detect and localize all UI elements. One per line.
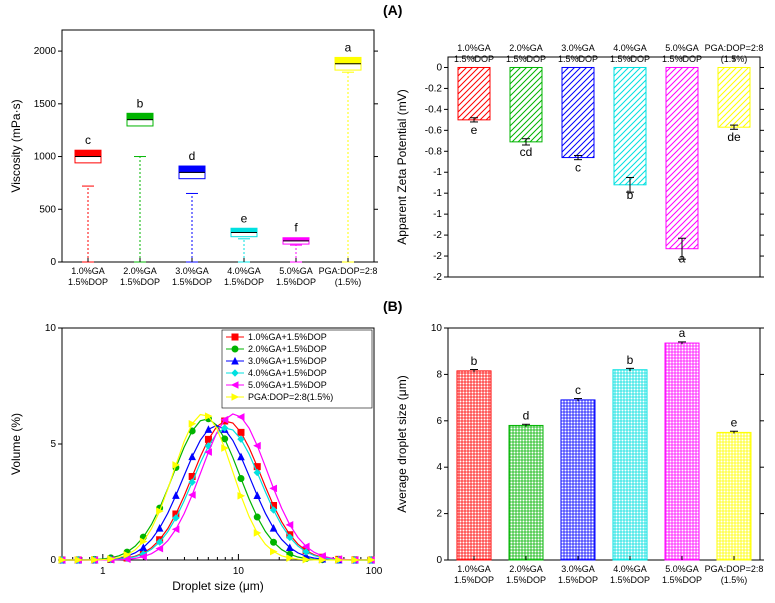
svg-text:5.0%GA: 5.0%GA	[665, 564, 699, 574]
svg-text:0: 0	[50, 257, 56, 268]
svg-text:e: e	[731, 415, 738, 429]
svg-text:-0.4: -0.4	[425, 104, 443, 115]
svg-text:1.5%DOP: 1.5%DOP	[276, 277, 316, 287]
svg-text:2.0%GA: 2.0%GA	[123, 266, 157, 276]
svg-text:3.0%GA: 3.0%GA	[561, 564, 595, 574]
svg-text:6: 6	[436, 416, 442, 427]
svg-text:8: 8	[436, 369, 442, 380]
svg-text:d: d	[189, 149, 196, 163]
svg-text:1.5%DOP: 1.5%DOP	[610, 575, 650, 585]
svg-text:0: 0	[50, 555, 56, 566]
svg-text:2.0%GA+1.5%DOP: 2.0%GA+1.5%DOP	[248, 344, 327, 354]
svg-text:100: 100	[366, 566, 383, 577]
svg-text:-2: -2	[433, 230, 442, 241]
svg-text:d: d	[523, 408, 530, 422]
svg-text:-0.8: -0.8	[425, 146, 443, 157]
svg-text:4.0%GA+1.5%DOP: 4.0%GA+1.5%DOP	[248, 368, 327, 378]
svg-text:PGA:DOP=2:8: PGA:DOP=2:8	[705, 43, 764, 53]
svg-text:b: b	[627, 353, 634, 367]
svg-text:Average droplet size (μm): Average droplet size (μm)	[395, 375, 409, 512]
svg-text:1: 1	[100, 566, 106, 577]
figure-root: (A) (B) 0500100015002000Viscosity (mPa·s…	[0, 0, 775, 603]
svg-text:1500: 1500	[34, 99, 57, 110]
svg-text:b: b	[471, 354, 478, 368]
svg-text:4: 4	[436, 462, 442, 473]
svg-text:e: e	[241, 211, 248, 225]
svg-text:1.5%DOP: 1.5%DOP	[120, 277, 160, 287]
svg-text:-0.6: -0.6	[425, 125, 443, 136]
svg-text:-2: -2	[433, 272, 442, 283]
svg-text:2.0%GA: 2.0%GA	[509, 564, 543, 574]
svg-text:10: 10	[45, 323, 57, 334]
svg-text:1.0%GA: 1.0%GA	[457, 43, 491, 53]
svg-text:3.0%GA: 3.0%GA	[175, 266, 209, 276]
svg-text:1.5%DOP: 1.5%DOP	[224, 277, 264, 287]
svg-text:500: 500	[39, 204, 56, 215]
svg-text:Viscosity (mPa·s): Viscosity (mPa·s)	[9, 99, 23, 192]
svg-text:2: 2	[436, 509, 442, 520]
svg-text:5: 5	[50, 439, 56, 450]
svg-text:Apparent Zeta Potential (mV): Apparent Zeta Potential (mV)	[395, 89, 409, 244]
svg-text:1.0%GA: 1.0%GA	[71, 266, 105, 276]
svg-text:e: e	[471, 123, 478, 137]
svg-text:1.0%GA: 1.0%GA	[457, 564, 491, 574]
svg-text:-1: -1	[433, 188, 442, 199]
avg-size-chart: 0 2 4 6 8 10 Average droplet size (μm) b d c b a e 1.…	[390, 310, 770, 600]
svg-text:PGA:DOP=2:8: PGA:DOP=2:8	[319, 266, 378, 276]
svg-text:2.0%GA: 2.0%GA	[509, 43, 543, 53]
svg-text:b: b	[137, 96, 144, 110]
svg-text:1.5%DOP: 1.5%DOP	[68, 277, 108, 287]
svg-text:3.0%GA+1.5%DOP: 3.0%GA+1.5%DOP	[248, 356, 327, 366]
svg-text:4.0%GA: 4.0%GA	[613, 564, 647, 574]
svg-text:-1: -1	[433, 167, 442, 178]
svg-text:(1.5%): (1.5%)	[335, 277, 362, 287]
svg-text:4.0%GA: 4.0%GA	[613, 43, 647, 53]
svg-text:1.5%DOP: 1.5%DOP	[558, 575, 598, 585]
svg-text:5.0%GA+1.5%DOP: 5.0%GA+1.5%DOP	[248, 380, 327, 390]
distribution-chart: 0 5 10 1 10 100 Droplet size (μm) Volume (%) 1.0…	[4, 310, 384, 600]
svg-text:Volume (%): Volume (%)	[9, 413, 23, 475]
svg-text:0: 0	[436, 555, 442, 566]
svg-text:a: a	[679, 252, 686, 266]
svg-text:-2: -2	[433, 251, 442, 262]
svg-text:1000: 1000	[34, 152, 57, 163]
svg-text:PGA:DOP=2:8(1.5%): PGA:DOP=2:8(1.5%)	[248, 392, 333, 402]
svg-text:c: c	[575, 383, 581, 397]
svg-text:1.0%GA+1.5%DOP: 1.0%GA+1.5%DOP	[248, 332, 327, 342]
svg-text:de: de	[727, 130, 741, 144]
svg-text:3.0%GA: 3.0%GA	[561, 43, 595, 53]
svg-text:(1.5%): (1.5%)	[721, 575, 748, 585]
svg-text:c: c	[575, 161, 581, 175]
svg-text:-0.2: -0.2	[425, 83, 443, 94]
svg-text:cd: cd	[520, 145, 533, 159]
zeta-chart: 0 -0.2 -0.4 -0.6 -0.8 -1 -1 -1 -2 -2 -2 Apparent Ze…	[390, 12, 770, 302]
svg-text:1.5%DOP: 1.5%DOP	[662, 575, 702, 585]
svg-text:a: a	[679, 326, 686, 340]
svg-text:2000: 2000	[34, 46, 57, 57]
svg-text:c: c	[85, 133, 91, 147]
svg-text:f: f	[294, 221, 298, 235]
svg-text:PGA:DOP=2:8: PGA:DOP=2:8	[705, 564, 764, 574]
svg-text:1.5%DOP: 1.5%DOP	[506, 575, 546, 585]
svg-text:1.5%DOP: 1.5%DOP	[454, 575, 494, 585]
svg-text:1.5%DOP: 1.5%DOP	[172, 277, 212, 287]
svg-text:-1: -1	[433, 209, 442, 220]
svg-text:10: 10	[233, 566, 245, 577]
svg-text:Droplet size (μm): Droplet size (μm)	[172, 579, 264, 593]
viscosity-chart: 0 500 1000 1500 2000 Viscosity (mPa·s) c b d e f a 1…	[4, 12, 384, 302]
svg-text:a: a	[345, 40, 352, 54]
svg-text:10: 10	[431, 323, 443, 334]
svg-text:b: b	[627, 188, 634, 202]
svg-text:5.0%GA: 5.0%GA	[665, 43, 699, 53]
svg-text:0: 0	[436, 62, 442, 73]
svg-text:5.0%GA: 5.0%GA	[279, 266, 313, 276]
svg-text:4.0%GA: 4.0%GA	[227, 266, 261, 276]
